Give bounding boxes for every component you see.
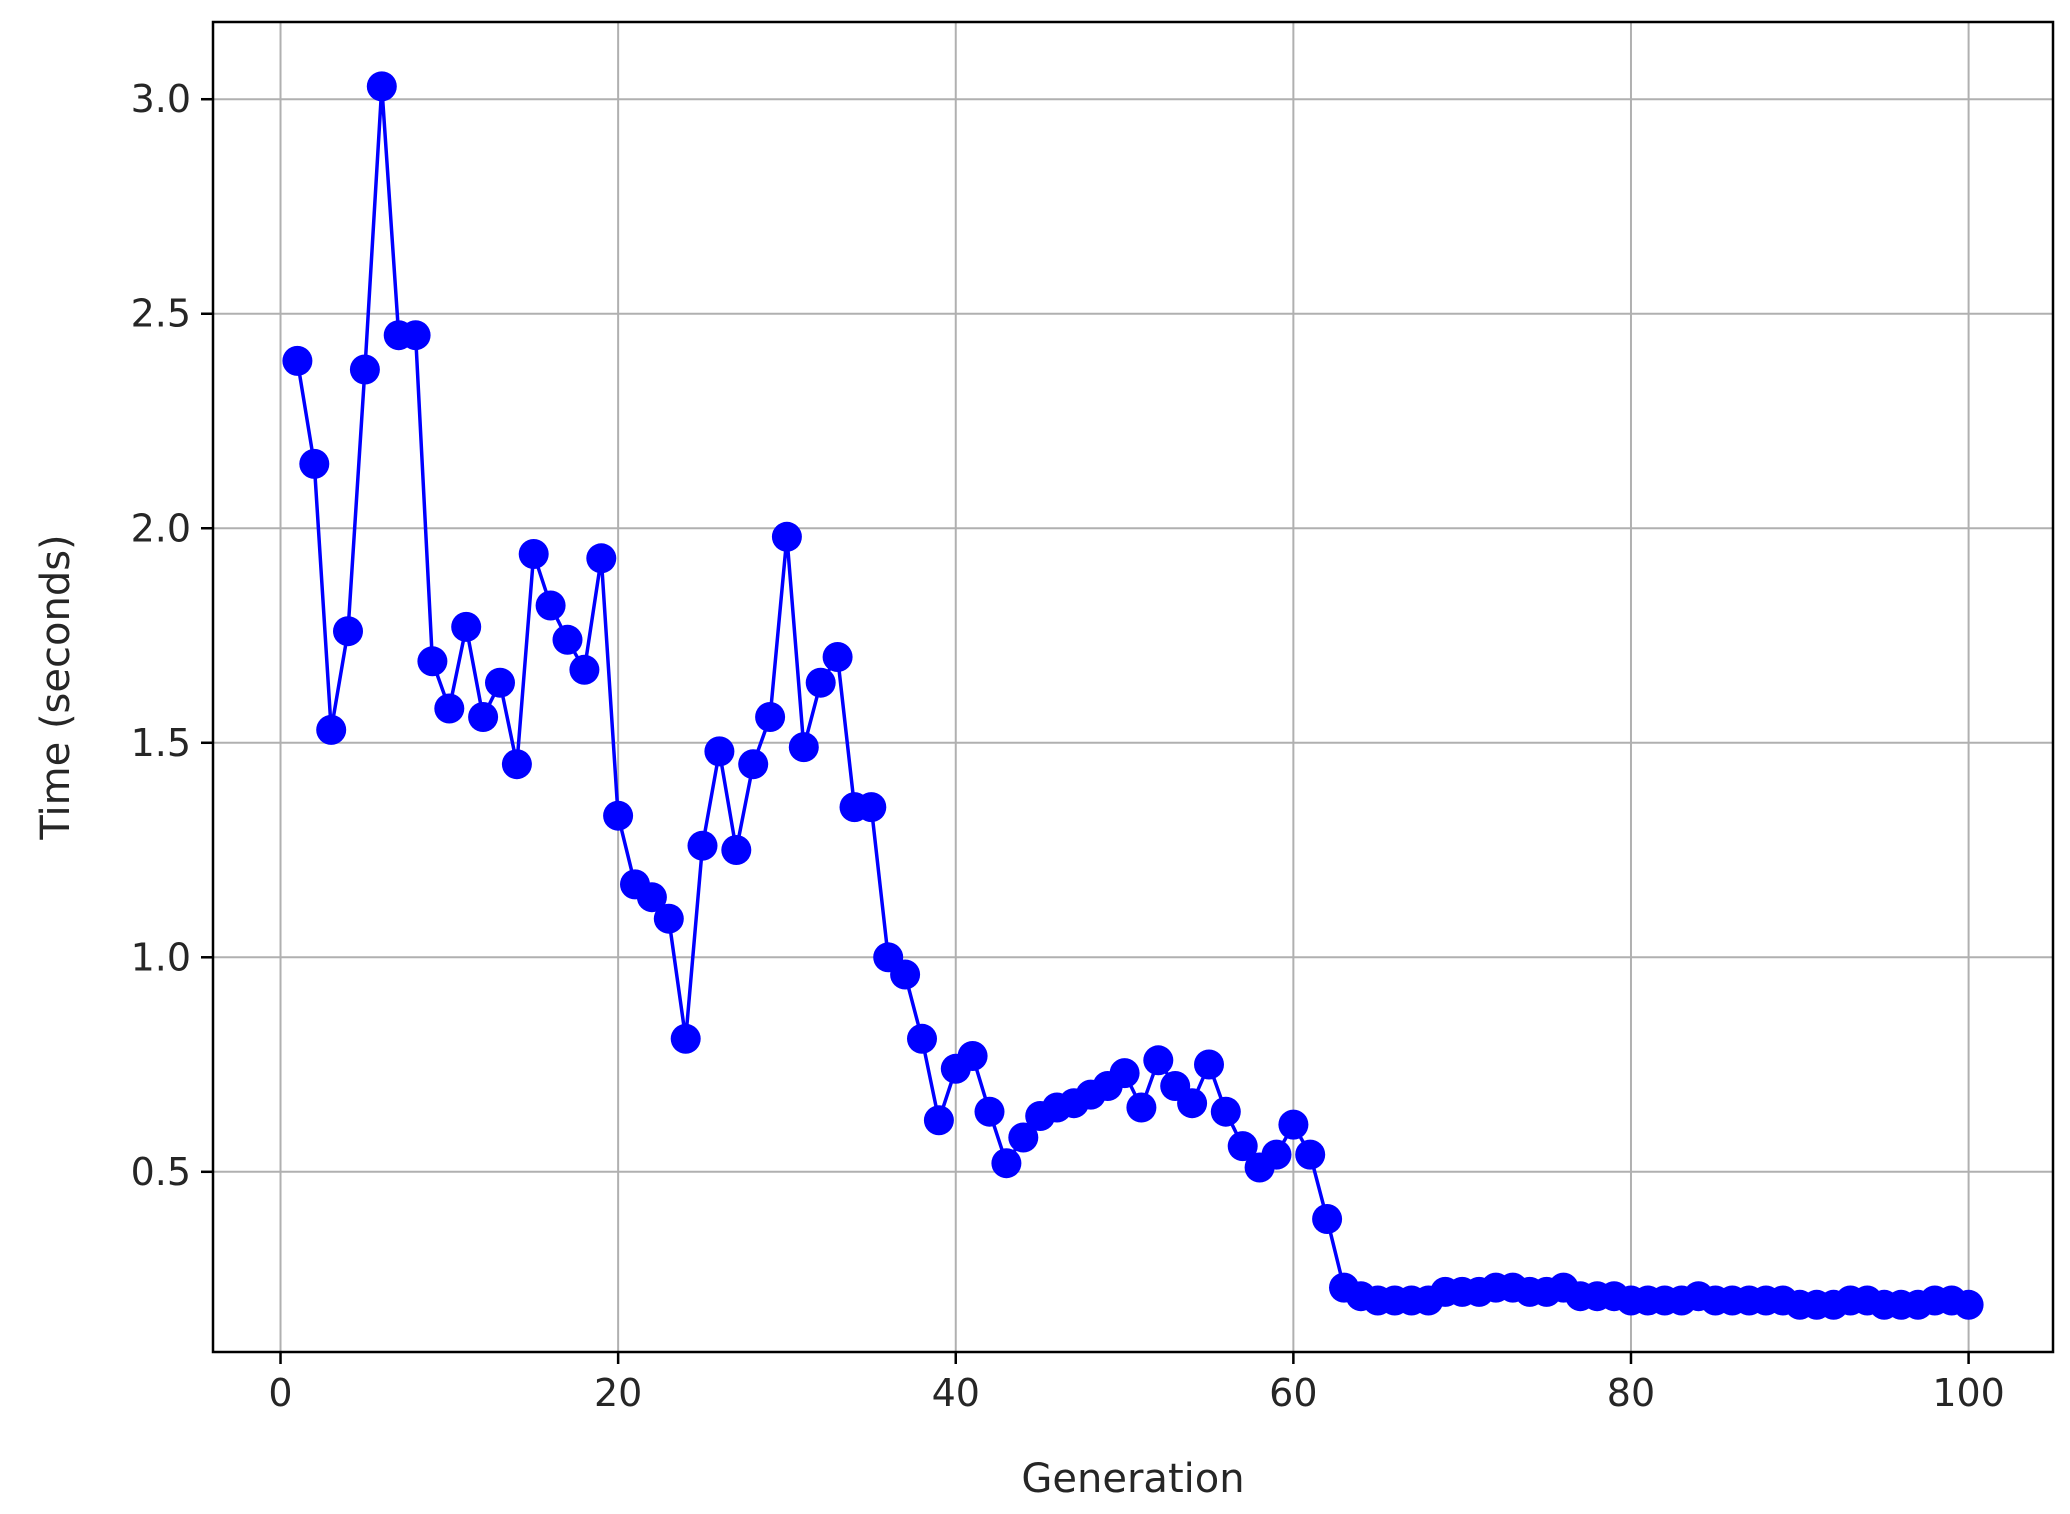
- data-point: [349, 354, 380, 385]
- data-point: [1278, 1109, 1309, 1140]
- data-point: [434, 693, 465, 724]
- y-axis-ticks: 0.5 1.0 1.5 2.0 2.5 3.0: [131, 77, 213, 1194]
- data-point: [991, 1148, 1022, 1179]
- data-point: [400, 320, 431, 351]
- data-point: [1194, 1049, 1224, 1080]
- data-point: [586, 543, 617, 574]
- data-point: [1295, 1139, 1326, 1170]
- data-point: [738, 749, 769, 780]
- data-point: [1261, 1139, 1292, 1170]
- data-point: [535, 590, 566, 621]
- data-point: [1227, 1131, 1258, 1162]
- data-point: [282, 345, 313, 376]
- data-point: [805, 667, 836, 698]
- data-point: [1126, 1092, 1157, 1123]
- data-point: [653, 903, 684, 934]
- data-point: [822, 642, 853, 672]
- data-point: [417, 646, 448, 677]
- data-series: [282, 71, 1984, 1320]
- data-point: [1008, 1122, 1039, 1153]
- data-point: [923, 1105, 954, 1136]
- data-point: [687, 830, 718, 861]
- data-point: [907, 1023, 937, 1054]
- data-point: [485, 667, 515, 698]
- data-point: [755, 702, 786, 732]
- y-axis-label: Time (seconds): [33, 534, 79, 840]
- data-point: [1177, 1088, 1208, 1119]
- data-point: [1210, 1096, 1241, 1127]
- y-tick-label: 3.0: [131, 77, 191, 121]
- data-point: [1109, 1058, 1140, 1089]
- data-point: [771, 521, 802, 552]
- data-point: [1953, 1289, 1984, 1320]
- y-tick-label: 2.0: [131, 506, 191, 550]
- x-tick-label: 60: [1269, 1371, 1317, 1415]
- data-point: [501, 749, 532, 780]
- data-point: [957, 1041, 988, 1071]
- y-tick-label: 2.5: [131, 292, 191, 336]
- data-point: [670, 1023, 701, 1054]
- data-point: [603, 800, 634, 831]
- data-point: [788, 732, 819, 763]
- x-axis-ticks: 0 20 40 60 80 100: [268, 1352, 2005, 1415]
- plot-frame: [211, 20, 2055, 1354]
- data-point: [856, 792, 887, 823]
- data-point: [704, 736, 735, 767]
- data-point: [974, 1096, 1005, 1127]
- data-point: [569, 654, 600, 685]
- data-point: [636, 882, 667, 913]
- data-point: [552, 624, 583, 655]
- y-tick-label: 0.5: [131, 1150, 191, 1194]
- x-tick-label: 40: [932, 1371, 980, 1415]
- x-axis-label: Generation: [1021, 1456, 1244, 1502]
- y-tick-label: 1.5: [131, 721, 191, 765]
- y-tick-label: 1.0: [131, 935, 191, 979]
- data-point: [316, 714, 347, 745]
- data-point: [890, 959, 921, 990]
- x-tick-label: 20: [594, 1371, 642, 1415]
- x-tick-label: 80: [1607, 1371, 1655, 1415]
- data-point: [721, 835, 752, 865]
- data-point: [299, 448, 330, 479]
- data-point: [1312, 1204, 1343, 1234]
- data-point: [366, 71, 397, 102]
- data-point: [333, 616, 363, 647]
- grid-lines: [213, 22, 2053, 1352]
- x-tick-label: 100: [1932, 1371, 2005, 1415]
- data-point: [1143, 1045, 1174, 1076]
- x-tick-label: 0: [268, 1371, 292, 1415]
- data-point: [518, 539, 549, 569]
- data-point: [468, 702, 499, 732]
- data-point: [451, 611, 482, 642]
